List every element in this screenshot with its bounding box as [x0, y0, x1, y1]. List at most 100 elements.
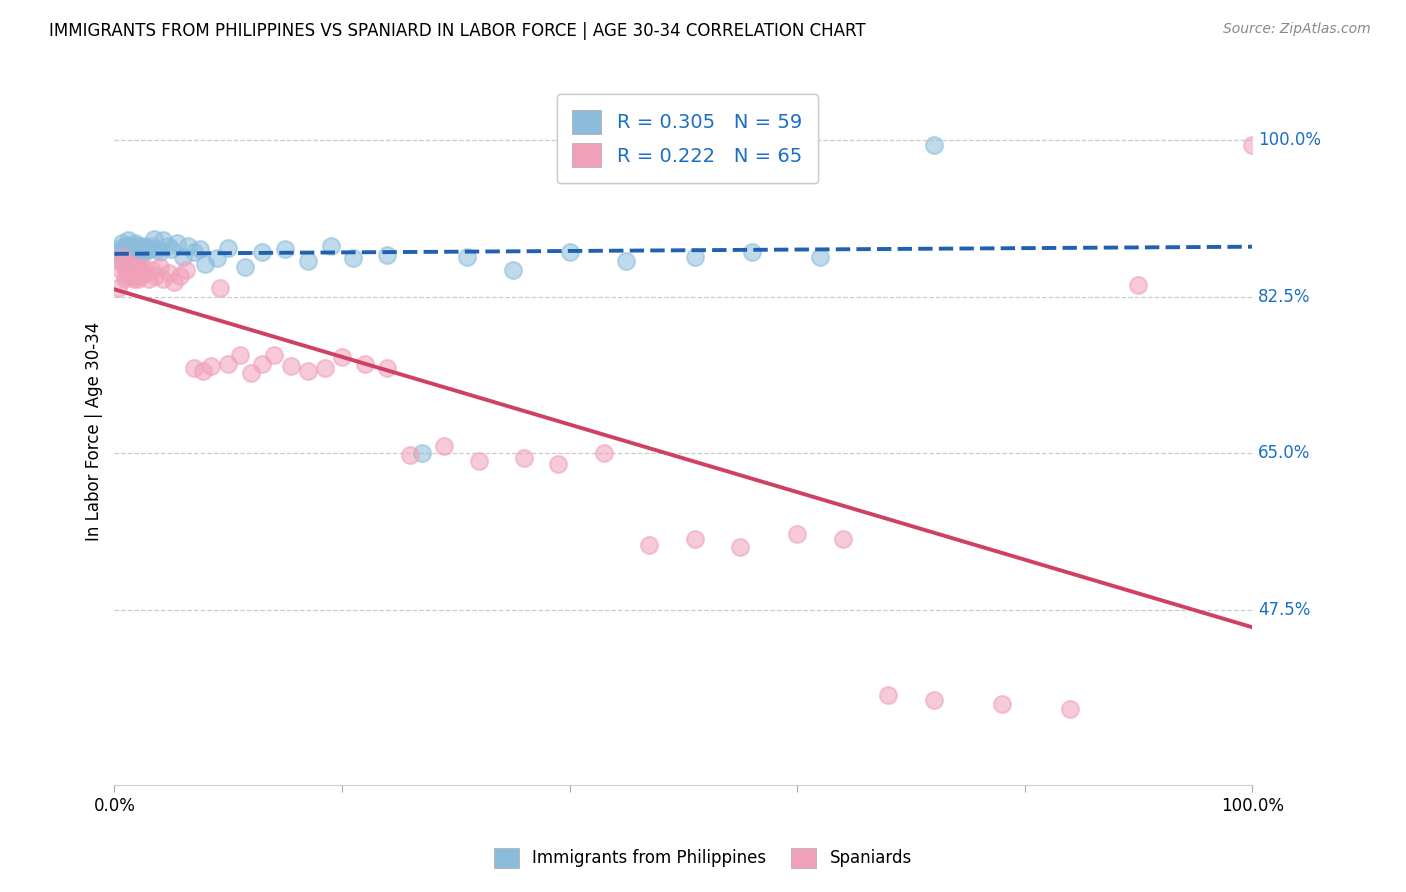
Point: [160, 243, 183, 257]
Point: [922, 137, 945, 152]
Point: [132, 239, 155, 253]
Point: [169, 269, 191, 284]
Point: [127, 272, 149, 286]
Point: [127, 239, 149, 253]
Point: [128, 250, 150, 264]
Point: [353, 357, 375, 371]
Point: [108, 254, 131, 268]
Point: [128, 263, 150, 277]
Point: [122, 250, 145, 264]
Point: [118, 250, 141, 264]
Point: [177, 239, 200, 253]
Text: IMMIGRANTS FROM PHILIPPINES VS SPANIARD IN LABOR FORCE | AGE 30-34 CORRELATION C: IMMIGRANTS FROM PHILIPPINES VS SPANIARD …: [49, 22, 866, 40]
Point: [114, 259, 136, 273]
Point: [228, 348, 250, 362]
Point: [991, 697, 1014, 711]
Point: [547, 457, 569, 471]
Point: [808, 250, 831, 264]
Point: [124, 236, 146, 251]
Point: [558, 245, 581, 260]
Point: [183, 361, 205, 376]
Point: [831, 532, 853, 546]
Point: [217, 357, 239, 371]
Text: 47.5%: 47.5%: [1258, 601, 1310, 619]
Point: [127, 243, 149, 257]
Point: [205, 252, 228, 266]
Point: [114, 269, 136, 284]
Point: [786, 527, 808, 541]
Point: [411, 446, 433, 460]
Point: [172, 250, 194, 264]
Point: [120, 260, 142, 275]
Point: [125, 269, 148, 284]
Point: [112, 260, 135, 275]
Point: [149, 245, 172, 260]
Point: [115, 244, 138, 259]
Point: [121, 245, 143, 260]
Point: [138, 272, 160, 286]
Point: [741, 245, 763, 260]
Point: [121, 239, 143, 253]
Point: [209, 281, 232, 295]
Point: [114, 254, 136, 268]
Text: 65.0%: 65.0%: [1258, 444, 1310, 462]
Point: [728, 541, 751, 555]
Point: [120, 243, 142, 257]
Point: [118, 268, 141, 282]
Point: [121, 266, 143, 280]
Point: [152, 233, 174, 247]
Point: [252, 245, 274, 260]
Point: [233, 260, 256, 275]
Point: [263, 348, 285, 362]
Point: [112, 243, 135, 257]
Point: [131, 241, 153, 255]
Point: [157, 266, 180, 280]
Point: [188, 243, 211, 257]
Point: [132, 243, 155, 257]
Point: [683, 532, 706, 546]
Point: [252, 357, 274, 371]
Point: [456, 250, 478, 264]
Point: [191, 364, 214, 378]
Point: [200, 359, 222, 373]
Point: [377, 361, 399, 376]
Point: [877, 688, 900, 702]
Point: [156, 239, 179, 253]
Point: [174, 263, 197, 277]
Text: 100.0%: 100.0%: [1258, 131, 1322, 149]
Point: [125, 245, 148, 260]
Point: [274, 243, 297, 257]
Point: [135, 241, 157, 255]
Point: [342, 252, 364, 266]
Point: [145, 269, 167, 284]
Point: [138, 243, 160, 257]
Point: [638, 538, 661, 552]
Point: [127, 260, 149, 275]
Point: [146, 243, 169, 257]
Point: [1128, 278, 1150, 293]
Point: [616, 254, 638, 268]
Point: [107, 245, 129, 260]
Point: [143, 231, 166, 245]
Point: [217, 241, 239, 255]
Point: [183, 245, 205, 260]
Point: [149, 260, 172, 275]
Point: [377, 248, 399, 262]
Point: [152, 272, 174, 286]
Point: [467, 453, 489, 467]
Y-axis label: In Labor Force | Age 30-34: In Labor Force | Age 30-34: [86, 321, 103, 541]
Point: [297, 254, 319, 268]
Point: [280, 359, 302, 373]
Point: [1059, 701, 1081, 715]
Point: [592, 446, 614, 460]
Legend: R = 0.305   N = 59, R = 0.222   N = 65: R = 0.305 N = 59, R = 0.222 N = 65: [557, 95, 818, 183]
Text: Source: ZipAtlas.com: Source: ZipAtlas.com: [1223, 22, 1371, 37]
Point: [121, 259, 143, 273]
Point: [399, 448, 422, 462]
Point: [121, 269, 143, 284]
Point: [117, 257, 139, 271]
Point: [111, 236, 134, 251]
Point: [134, 245, 156, 260]
Point: [141, 263, 163, 277]
Text: 82.5%: 82.5%: [1258, 288, 1310, 306]
